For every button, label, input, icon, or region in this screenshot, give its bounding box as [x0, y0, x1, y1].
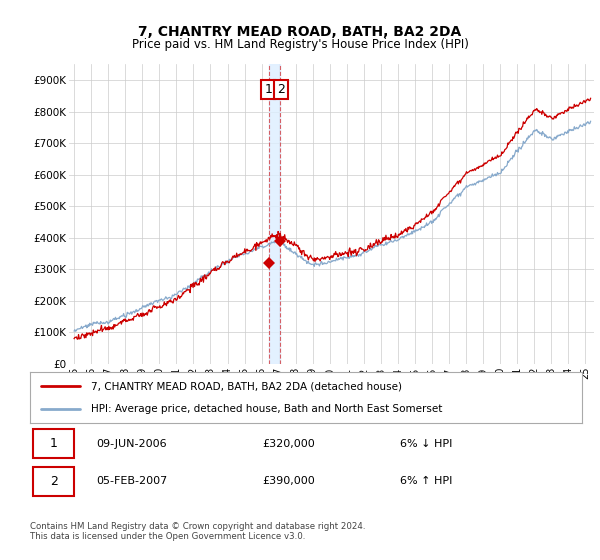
FancyBboxPatch shape — [33, 467, 74, 496]
Text: 6% ↓ HPI: 6% ↓ HPI — [400, 439, 452, 449]
Text: Price paid vs. HM Land Registry's House Price Index (HPI): Price paid vs. HM Land Registry's House … — [131, 38, 469, 51]
Text: HPI: Average price, detached house, Bath and North East Somerset: HPI: Average price, detached house, Bath… — [91, 404, 442, 414]
Text: 1: 1 — [265, 83, 272, 96]
Text: £390,000: £390,000 — [262, 477, 314, 486]
Text: 1: 1 — [50, 437, 58, 450]
Text: 09-JUN-2006: 09-JUN-2006 — [96, 439, 167, 449]
Text: 05-FEB-2007: 05-FEB-2007 — [96, 477, 167, 486]
Text: 7, CHANTRY MEAD ROAD, BATH, BA2 2DA: 7, CHANTRY MEAD ROAD, BATH, BA2 2DA — [139, 25, 461, 39]
FancyBboxPatch shape — [33, 429, 74, 458]
Text: £320,000: £320,000 — [262, 439, 314, 449]
Text: 2: 2 — [277, 83, 285, 96]
Text: 6% ↑ HPI: 6% ↑ HPI — [400, 477, 452, 486]
Text: Contains HM Land Registry data © Crown copyright and database right 2024.
This d: Contains HM Land Registry data © Crown c… — [30, 522, 365, 542]
Text: 7, CHANTRY MEAD ROAD, BATH, BA2 2DA (detached house): 7, CHANTRY MEAD ROAD, BATH, BA2 2DA (det… — [91, 381, 402, 391]
Bar — [269, 64, 280, 364]
Text: 2: 2 — [50, 475, 58, 488]
